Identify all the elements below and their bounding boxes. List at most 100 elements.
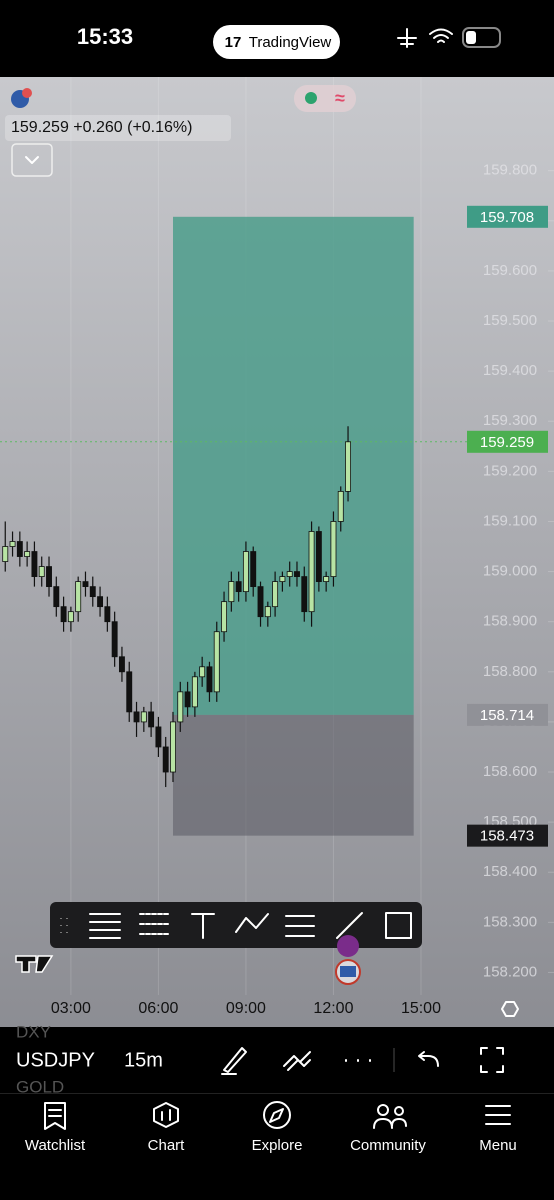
candle-body xyxy=(213,631,220,693)
tool-trendline[interactable] xyxy=(336,912,363,939)
candle-body xyxy=(38,566,45,577)
more-button[interactable] xyxy=(345,1059,371,1062)
tool-text[interactable] xyxy=(191,913,215,939)
candle-body xyxy=(140,711,147,723)
tool-lines[interactable] xyxy=(89,913,121,939)
tab-label[interactable]: Watchlist xyxy=(25,1137,86,1154)
draw-button[interactable] xyxy=(221,1047,247,1075)
candle-body xyxy=(294,571,300,577)
drag-handle[interactable] xyxy=(60,918,68,933)
event-icon[interactable] xyxy=(337,935,359,957)
y-tick-label: 159.800 xyxy=(483,162,537,179)
candle-body xyxy=(308,531,315,613)
indicators-button[interactable] xyxy=(283,1051,311,1071)
tv-logo xyxy=(15,955,54,973)
interval[interactable]: 15m xyxy=(124,1049,163,1071)
candle-body xyxy=(242,551,249,593)
watchlist-icon xyxy=(44,1102,66,1130)
wifi-icon xyxy=(429,28,453,43)
candle-body xyxy=(184,691,191,708)
status-pill[interactable] xyxy=(294,85,356,112)
tool-fib[interactable] xyxy=(139,913,169,935)
y-tick-label: 159.000 xyxy=(483,563,537,580)
candle-body xyxy=(9,541,16,547)
x-tick-label: 09:00 xyxy=(226,1000,266,1017)
candle-body xyxy=(323,576,330,582)
tab-label[interactable]: Community xyxy=(350,1137,426,1154)
undo-button[interactable] xyxy=(418,1051,439,1067)
symbol-bar xyxy=(0,1027,554,1093)
price-badge-label: 158.714 xyxy=(480,707,534,724)
chevron xyxy=(25,156,39,164)
candle-body xyxy=(16,541,23,557)
candle-body xyxy=(286,571,293,577)
candle-body xyxy=(191,676,198,708)
tool-path[interactable] xyxy=(235,913,269,933)
y-tick-label: 158.900 xyxy=(483,613,537,630)
candle-body xyxy=(82,581,89,588)
candle-body xyxy=(111,621,118,658)
candle-body xyxy=(60,606,67,623)
candle-body xyxy=(250,551,257,588)
candle-body xyxy=(235,581,242,593)
candle-body xyxy=(301,576,308,613)
collapse-button[interactable] xyxy=(11,143,53,177)
x-tick-label: 12:00 xyxy=(313,1000,353,1017)
y-tick-label: 159.400 xyxy=(483,362,537,379)
candle-body xyxy=(53,586,60,608)
candle-body xyxy=(279,576,286,582)
explore-icon xyxy=(263,1101,291,1129)
candle-body xyxy=(264,606,271,618)
tab-label[interactable]: Explore xyxy=(252,1137,303,1154)
price-badge-label: 159.708 xyxy=(480,209,534,226)
fullscreen-button[interactable] xyxy=(480,1047,504,1073)
wave-icon: ≈ xyxy=(335,88,345,108)
candle-body xyxy=(104,606,111,623)
tool-rectangle[interactable] xyxy=(385,912,412,939)
candle-body xyxy=(162,746,169,773)
loss-zone xyxy=(172,714,414,836)
candle-body xyxy=(206,666,213,693)
prev-symbol[interactable]: DXY xyxy=(16,1022,51,1041)
community-head xyxy=(377,1104,389,1116)
candle-body xyxy=(228,581,235,603)
settings-button[interactable] xyxy=(501,1001,519,1017)
candle-body xyxy=(2,546,9,562)
candle-body xyxy=(221,601,228,633)
candle-body xyxy=(272,581,279,608)
tool-channel[interactable] xyxy=(285,915,315,937)
price-badge xyxy=(467,824,548,847)
chart-icon xyxy=(153,1102,179,1128)
quote: 159.259 +0.260 (+0.16%) xyxy=(11,119,192,136)
candle-body xyxy=(148,711,155,728)
symbol[interactable]: USDJPY xyxy=(16,1049,95,1071)
y-tick-label: 159.500 xyxy=(483,312,537,329)
candle-body xyxy=(330,521,337,577)
x-tick-label: 06:00 xyxy=(138,1000,178,1017)
app-pill[interactable] xyxy=(213,25,340,59)
community-head-2 xyxy=(394,1106,404,1116)
price-badge-label: 158.473 xyxy=(480,828,534,845)
event-flag-field xyxy=(340,966,356,977)
candle-body xyxy=(315,531,322,582)
candle-body xyxy=(126,671,133,713)
clock: 15:33 xyxy=(77,24,133,49)
candle-body xyxy=(89,586,96,598)
community-icon xyxy=(373,1118,407,1129)
tab-label[interactable]: Menu xyxy=(479,1137,517,1154)
next-symbol[interactable]: GOLD xyxy=(16,1077,64,1096)
y-tick-label: 158.300 xyxy=(483,913,537,930)
app-name: TradingView xyxy=(249,34,332,51)
candle-body xyxy=(75,581,82,613)
candle-body xyxy=(46,566,52,588)
airplane-icon xyxy=(397,28,417,48)
y-tick-label: 159.100 xyxy=(483,512,537,529)
y-tick-label: 158.200 xyxy=(483,963,537,980)
y-tick-label: 158.400 xyxy=(483,863,537,880)
x-tick-label: 03:00 xyxy=(51,1000,91,1017)
y-tick-label: 159.600 xyxy=(483,262,537,279)
tab-label[interactable]: Chart xyxy=(148,1137,186,1154)
battery-level xyxy=(466,31,476,44)
candle-body xyxy=(170,721,176,773)
